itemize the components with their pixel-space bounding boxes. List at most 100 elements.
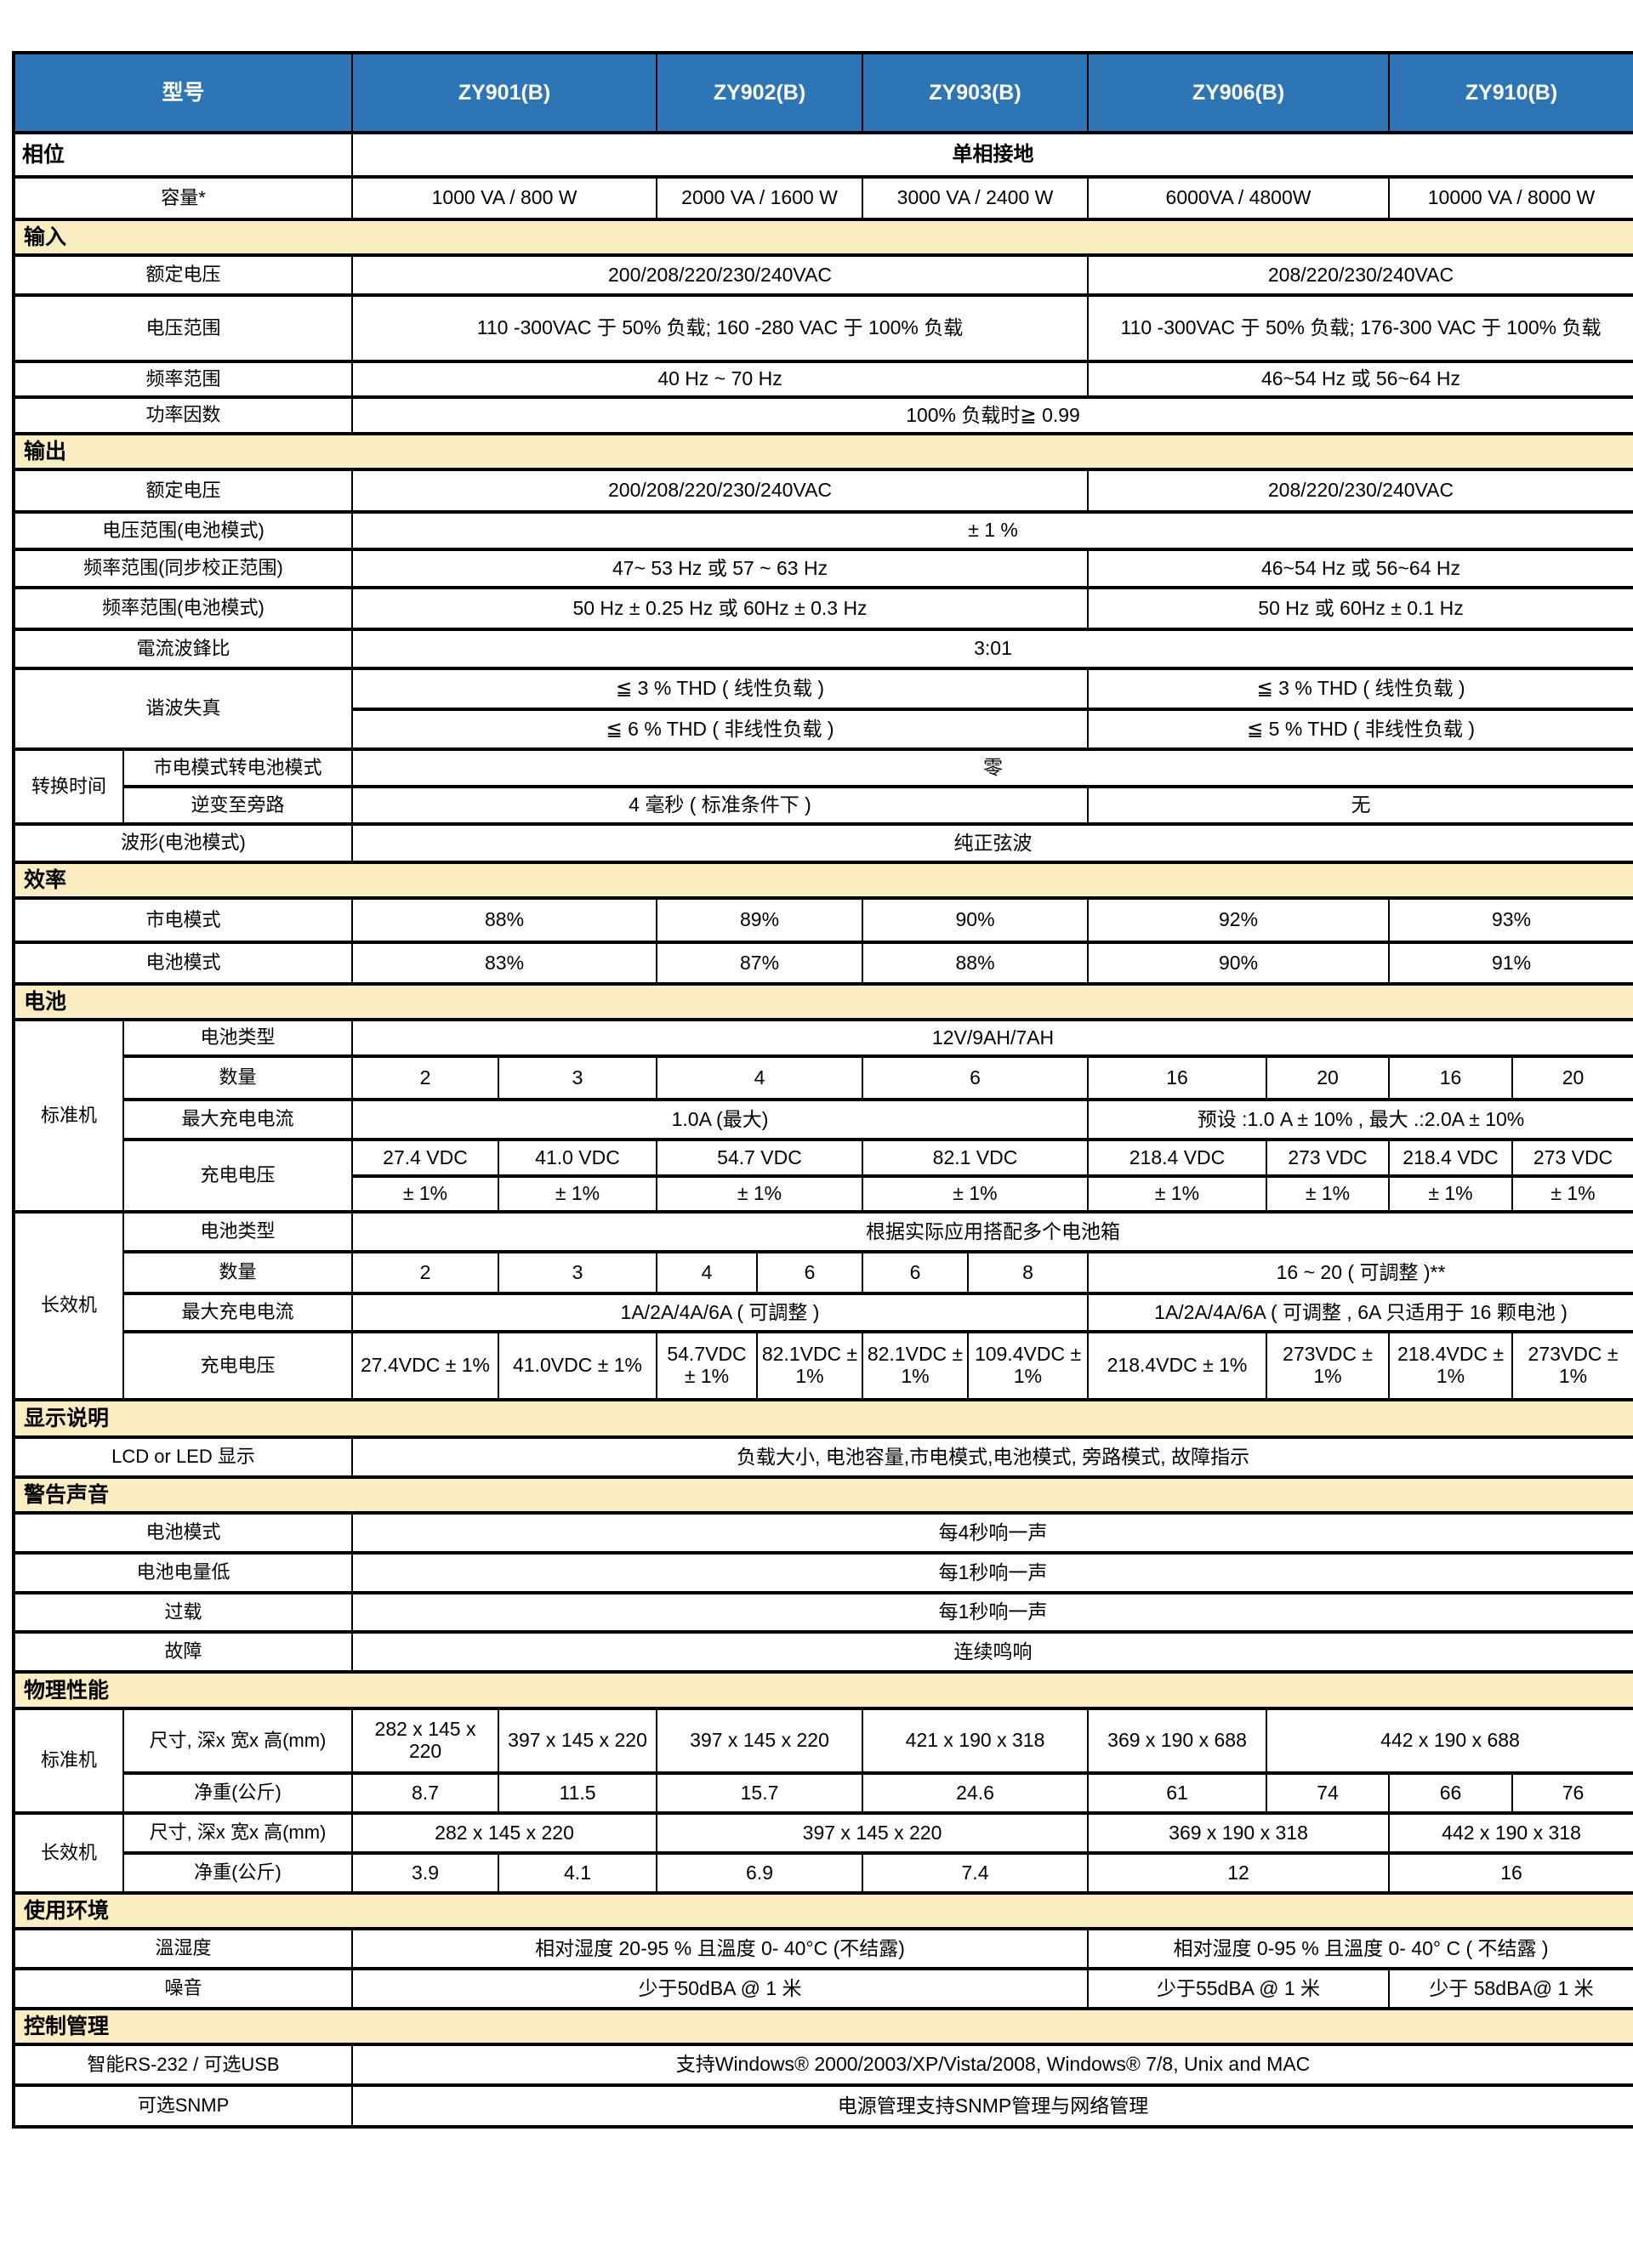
- output-band-section-title: 输出: [12, 432, 1633, 471]
- ext-battery-type-value-0: 根据实际应用搭配多个电池箱: [351, 1210, 1633, 1253]
- output-freq-sync-value-1: 46~54 Hz 或 56~64 Hz: [1087, 548, 1633, 589]
- std-weight-value-7: 76: [1511, 1771, 1633, 1815]
- std-dimensions-value-1: 397 x 145 x 220: [498, 1707, 658, 1775]
- alarm-fault-label: 故障: [12, 1630, 354, 1674]
- output-rated-voltage-row: 额定电压 200/208/220/230/240VAC 208/220/230/24…: [12, 468, 1633, 514]
- input-voltage-range-label: 电压范围: [12, 293, 354, 363]
- ext-dimensions-group-label: 长效机: [13, 1811, 124, 1895]
- output-freq-battery-label: 频率范围(电池模式): [12, 586, 354, 631]
- efficiency-battery-mode-label: 电池模式: [12, 941, 354, 986]
- mgmt-rs232-usb-label: 智能RS-232 / 可选USB: [12, 2043, 354, 2087]
- capacity-value-1: 2000 VA / 1600 W: [656, 175, 864, 221]
- std-dimensions-value-4: 369 x 190 x 688: [1087, 1707, 1268, 1775]
- mgmt-rs232-usb-value-0: 支持Windows® 2000/2003/XP/Vista/2008, Wind…: [351, 2043, 1633, 2087]
- display-lcd-led-row: LCD or LED 显示 负载大小, 电池容量,市电模式,电池模式, 旁路模式,…: [12, 1435, 1633, 1479]
- std-weight-value-6: 66: [1388, 1771, 1514, 1815]
- transfer-inverter-to-bypass-value-1: 无: [1087, 785, 1633, 826]
- input-frequency-range-value-0: 40 Hz ~ 70 Hz: [351, 360, 1090, 399]
- std-weight-value-1: 11.5: [498, 1771, 658, 1815]
- waveform-battery-mode-row: 波形(电池模式) 纯正弦波: [12, 822, 1633, 864]
- ext-weight-value-3: 7.4: [862, 1851, 1090, 1895]
- std-battery-qty-value-6: 16: [1388, 1054, 1514, 1101]
- transfer-ac-to-battery-row: 转换时间 市电模式转电池模式零: [13, 747, 1633, 826]
- std-dimensions-group-label: 标准机: [13, 1707, 124, 1815]
- battery-band-row: 电池: [12, 982, 1633, 1021]
- ext-battery-qty-label: 数量: [122, 1250, 354, 1295]
- thd-nonlinear-value-1: ≦ 5 % THD ( 非线性负载 ): [1087, 708, 1633, 751]
- env-temp-humidity-row: 溫湿度 相对湿度 20-95 % 且溫度 0- 40°C (不结露) 相对湿度 0-…: [12, 1927, 1633, 1970]
- efficiency-ac-mode-value-4: 93%: [1388, 896, 1633, 944]
- std-battery-type-label: 电池类型: [122, 1018, 354, 1058]
- ext-charge-voltage-value-7: 273VDC ± 1%: [1266, 1330, 1391, 1401]
- environment-band-section-title: 使用环境: [12, 1891, 1633, 1930]
- std-battery-qty-value-4: 16: [1087, 1054, 1268, 1101]
- display-band-row: 显示说明: [12, 1398, 1633, 1439]
- ext-battery-type-label: 电池类型: [122, 1210, 354, 1253]
- std-max-charge-current-value-0: 1.0A (最大): [351, 1098, 1090, 1141]
- std-battery-qty-value-2: 4: [656, 1054, 864, 1101]
- efficiency-battery-mode-row: 电池模式 83% 87% 88% 90% 91%: [12, 941, 1633, 986]
- alarm-overload-label: 过载: [12, 1591, 354, 1634]
- input-power-factor-label: 功率因数: [12, 395, 354, 435]
- input-rated-voltage-value-0: 200/208/220/230/240VAC: [351, 253, 1090, 297]
- transfer-inverter-to-bypass-row: 逆变至旁路 4 毫秒 ( 标准条件下 ) 无: [14, 785, 1633, 826]
- std-battery-qty-value-0: 2: [351, 1054, 500, 1101]
- management-band-row: 控制管理: [12, 2007, 1633, 2046]
- input-rated-voltage-label: 额定电压: [12, 253, 354, 297]
- output-freq-battery-row: 频率范围(电池模式) 50 Hz ± 0.25 Hz 或 60Hz ± 0.3 H…: [12, 586, 1633, 631]
- display-band-section-title: 显示说明: [12, 1398, 1633, 1439]
- output-rated-voltage-label: 额定电压: [12, 468, 354, 514]
- std-dimensions-value-5: 442 x 190 x 688: [1266, 1707, 1633, 1775]
- efficiency-ac-mode-value-0: 88%: [351, 896, 658, 944]
- ext-max-charge-current-value-1: 1A/2A/4A/6A ( 可调整 , 6A 只适用于 16 颗电池 ): [1087, 1292, 1633, 1333]
- std-max-charge-current-value-1: 预设 :1.0 A ± 10% , 最大 .:2.0A ± 10%: [1087, 1098, 1633, 1141]
- std-battery-qty-value-1: 3: [498, 1054, 658, 1101]
- std-charge-voltage-tolerance-value-7: ± 1%: [1511, 1174, 1633, 1214]
- phase-row: 相位 单相接地: [12, 131, 1633, 179]
- efficiency-band-row: 效率: [12, 861, 1633, 900]
- std-dimensions-value-0: 282 x 145 x 220: [351, 1707, 500, 1775]
- env-noise-value-0: 少于50dBA @ 1 米: [351, 1967, 1090, 2010]
- output-freq-battery-value-1: 50 Hz 或 60Hz ± 0.1 Hz: [1087, 586, 1633, 631]
- display-lcd-led-value-0: 负载大小, 电池容量,市电模式,电池模式, 旁路模式, 故障指示: [351, 1435, 1633, 1479]
- output-freq-sync-row: 频率范围(同步校正范围) 47~ 53 Hz 或 57 ~ 63 Hz 46~54 …: [12, 548, 1633, 589]
- ext-dimensions-label: 尺寸, 深x 宽x 高(mm): [122, 1811, 354, 1855]
- ext-weight-label: 净重(公斤): [122, 1851, 354, 1895]
- model-header-model-5: ZY910(B): [1388, 51, 1633, 134]
- ext-weight-value-1: 4.1: [498, 1851, 658, 1895]
- alarm-overload-row: 过载 每1秒响一声: [12, 1591, 1633, 1634]
- output-freq-battery-value-0: 50 Hz ± 0.25 Hz 或 60Hz ± 0.3 Hz: [351, 586, 1090, 631]
- alarm-band-section-title: 警告声音: [12, 1475, 1633, 1515]
- input-power-factor-value-0: 100% 负载时≧ 0.99: [351, 395, 1633, 435]
- mgmt-snmp-value-0: 电源管理支持SNMP管理与网络管理: [351, 2083, 1633, 2129]
- output-freq-sync-value-0: 47~ 53 Hz 或 57 ~ 63 Hz: [351, 548, 1090, 589]
- physical-band-section-title: 物理性能: [12, 1670, 1633, 1710]
- ext-charge-voltage-value-1: 41.0VDC ± 1%: [498, 1330, 658, 1401]
- alarm-fault-row: 故障 连续鸣响: [12, 1630, 1633, 1674]
- ext-weight-value-2: 6.9: [656, 1851, 864, 1895]
- capacity-value-4: 10000 VA / 8000 W: [1388, 175, 1633, 221]
- phase-value-0: 单相接地: [351, 131, 1633, 179]
- std-charge-voltage-value-7: 273 VDC: [1511, 1138, 1633, 1178]
- mgmt-snmp-row: 可选SNMP 电源管理支持SNMP管理与网络管理: [12, 2083, 1633, 2129]
- alarm-battery-mode-row: 电池模式 每4秒响一声: [12, 1511, 1633, 1555]
- output-voltage-regulation-row: 电压范围(电池模式) ± 1 %: [12, 510, 1633, 551]
- input-frequency-range-value-1: 46~54 Hz 或 56~64 Hz: [1087, 360, 1633, 399]
- model-header-model-3: ZY903(B): [862, 51, 1090, 134]
- ext-battery-qty-value-6: 16 ~ 20 ( 可調整 )**: [1087, 1250, 1633, 1295]
- input-band-section-title: 输入: [12, 218, 1633, 257]
- transfer-ac-to-battery-value-0: 零: [351, 747, 1633, 788]
- std-charge-voltage-tolerance-value-6: ± 1%: [1388, 1174, 1514, 1214]
- ext-dimensions-value-1: 397 x 145 x 220: [656, 1811, 1090, 1855]
- waveform-battery-mode-value-0: 纯正弦波: [351, 822, 1633, 864]
- thd-linear-label: 谐波失真: [12, 667, 354, 751]
- ext-battery-qty-value-1: 3: [498, 1250, 658, 1295]
- std-dimensions-row: 标准机 尺寸, 深x 宽x 高(mm) 282 x 145 x 220 397 x 1…: [13, 1707, 1633, 1815]
- std-charge-voltage-value-0: 27.4 VDC: [351, 1138, 500, 1178]
- management-band-section-title: 控制管理: [12, 2007, 1633, 2046]
- mgmt-snmp-label: 可选SNMP: [12, 2083, 354, 2129]
- input-frequency-range-row: 频率范围 40 Hz ~ 70 Hz 46~54 Hz 或 56~64 Hz: [12, 360, 1633, 399]
- ext-battery-qty-value-0: 2: [351, 1250, 500, 1295]
- phase-label: 相位: [12, 131, 354, 179]
- std-charge-voltage-value-3: 82.1 VDC: [862, 1138, 1090, 1178]
